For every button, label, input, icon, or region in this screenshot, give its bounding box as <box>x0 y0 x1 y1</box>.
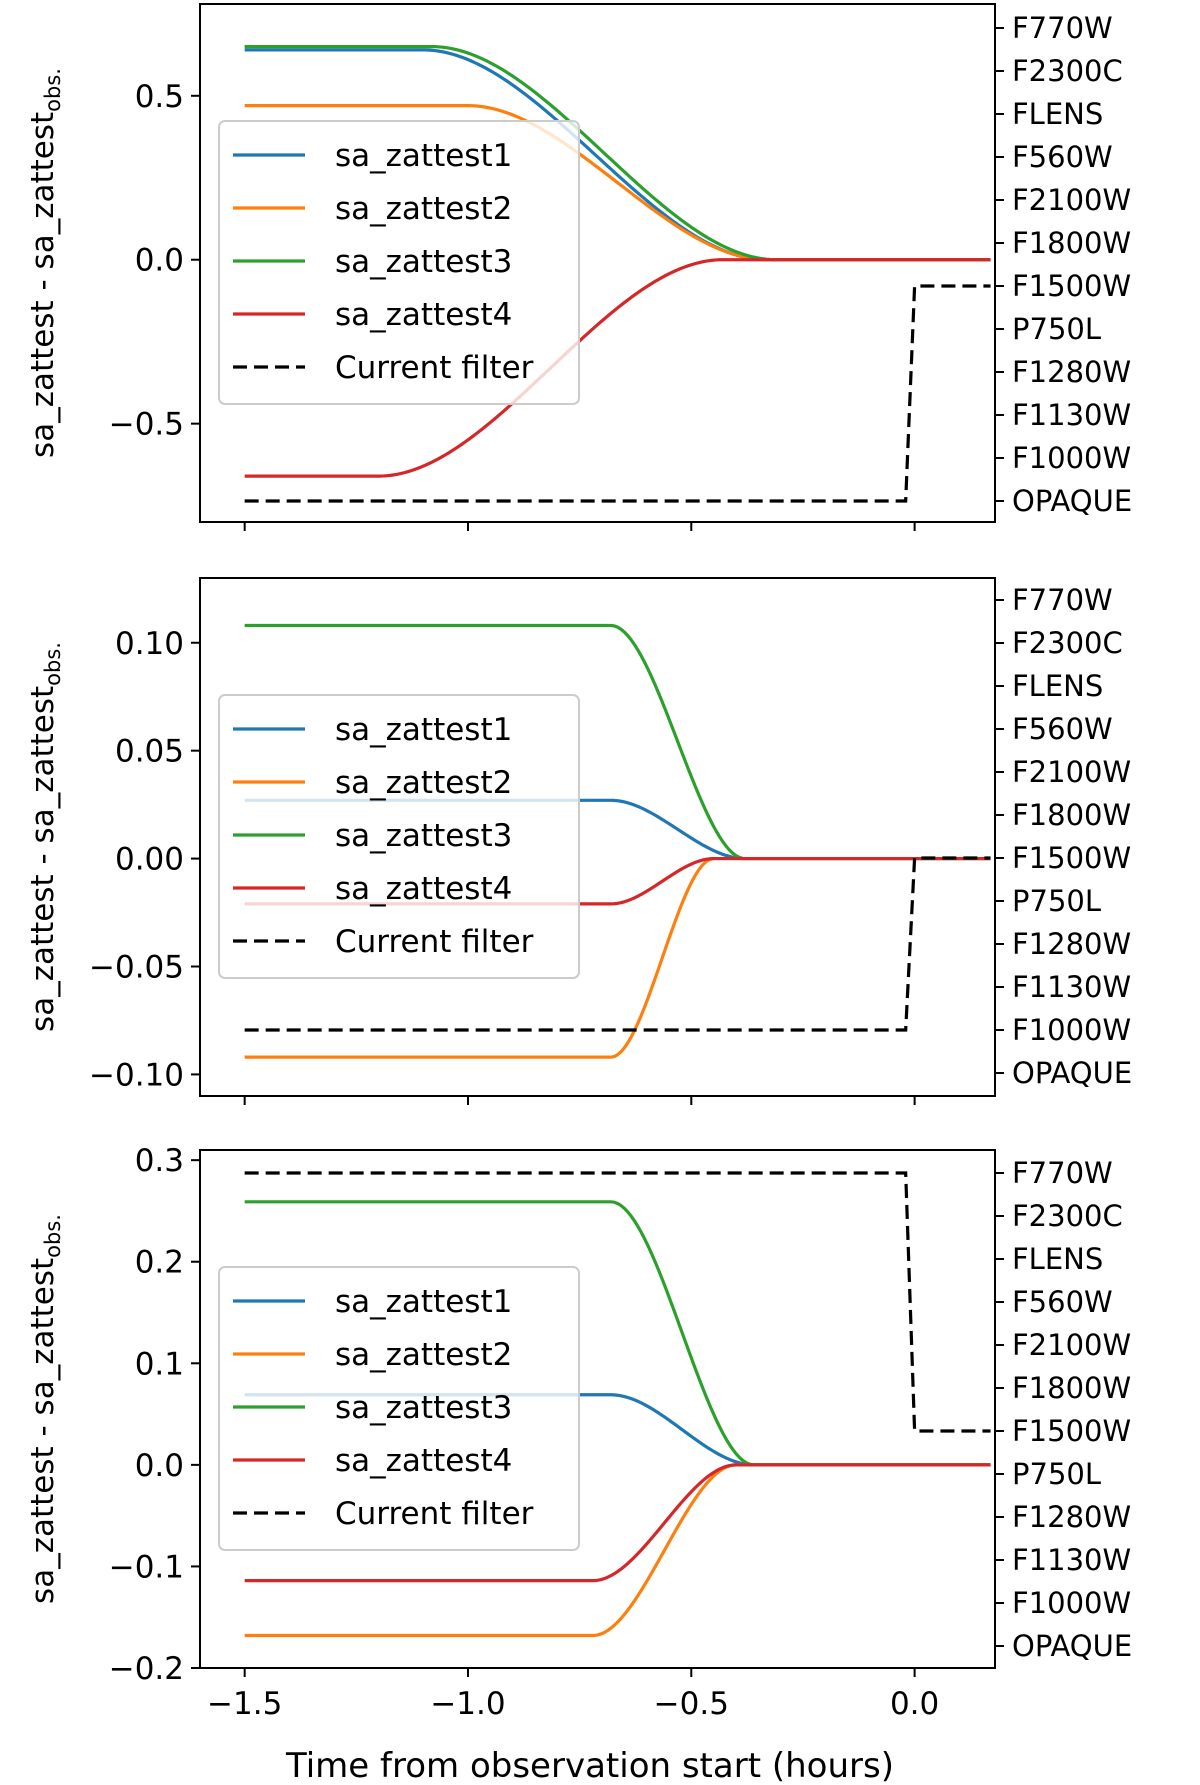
right-tick-label: F1130W <box>1012 970 1131 1004</box>
x-tick-label: −0.5 <box>654 1686 729 1722</box>
right-tick-label: F2100W <box>1012 1328 1131 1362</box>
y-axis-label: sa_zattest - sa_zattestobs. <box>25 642 65 1032</box>
right-tick-label: F1500W <box>1012 841 1131 875</box>
right-tick-label: OPAQUE <box>1012 1629 1132 1663</box>
right-tick-label: F2300C <box>1012 626 1123 660</box>
legend-label: sa_zattest3 <box>335 1390 512 1426</box>
right-tick-label: OPAQUE <box>1012 484 1132 518</box>
legend: sa_zattest1 sa_zattest2 sa_zattest3 sa_zatt… <box>218 1266 580 1551</box>
series-line-sa_zattest4 <box>244 1463 991 1583</box>
right-tick-label: F1280W <box>1012 1500 1131 1534</box>
y-tick-label: 0.0 <box>135 1448 184 1484</box>
legend-box <box>218 1266 580 1551</box>
legend-label: Current filter <box>335 350 534 386</box>
y-tick-label: −0.05 <box>89 950 184 986</box>
y-tick-label: 0.0 <box>135 243 184 279</box>
right-tick-label: F1000W <box>1012 441 1131 475</box>
y-axis-label-sub: obs. <box>41 642 65 686</box>
legend-label: sa_zattest4 <box>335 297 512 333</box>
legend-label: Current filter <box>335 924 534 960</box>
right-tick-label: F560W <box>1012 140 1113 174</box>
y-tick-label: 0.05 <box>115 734 184 770</box>
right-tick-label: F1130W <box>1012 398 1131 432</box>
x-tick-label: −1.0 <box>430 1686 505 1722</box>
legend-box <box>218 120 580 405</box>
legend-label: sa_zattest3 <box>335 818 512 854</box>
current-filter-line <box>244 1171 991 1433</box>
right-tick-label: F560W <box>1012 712 1113 746</box>
axes-frame <box>199 577 996 1097</box>
current-filter-line <box>244 284 991 503</box>
x-tick-label: −1.5 <box>207 1686 282 1722</box>
y-axis-label: sa_zattest - sa_zattestobs. <box>25 1214 65 1604</box>
right-tick-label: F770W <box>1012 11 1113 45</box>
legend-label: sa_zattest1 <box>335 1284 512 1320</box>
y-axis-label-main: sa_zattest - sa_zattest <box>25 686 61 1032</box>
right-tick-label: F1500W <box>1012 1414 1131 1448</box>
legend: sa_zattest1 sa_zattest2 sa_zattest3 sa_zatt… <box>218 694 580 979</box>
right-tick-label: F2300C <box>1012 1199 1123 1233</box>
current-filter-line <box>244 856 991 1032</box>
y-tick-label: 0.2 <box>135 1245 184 1281</box>
legend-label: sa_zattest3 <box>335 244 512 280</box>
y-axis-label-sub: obs. <box>41 1214 65 1258</box>
right-tick-label: F560W <box>1012 1285 1113 1319</box>
y-axis-label-main: sa_zattest - sa_zattest <box>25 1258 61 1604</box>
y-tick-label: −0.10 <box>89 1057 184 1093</box>
right-tick-label: F2300C <box>1012 54 1123 88</box>
y-axis-label-sub: obs. <box>41 68 65 112</box>
panel-2: 0.10 0.05 0.00 −0.05 −0.10 OPAQUE F1000W F1130W… <box>25 577 1132 1105</box>
y-tick-label: −0.5 <box>109 407 184 443</box>
right-tick-label: FLENS <box>1012 97 1103 131</box>
y-axis-label-main: sa_zattest - sa_zattest <box>25 112 61 458</box>
y-tick-label: 0.3 <box>135 1143 184 1179</box>
right-tick-label: F1130W <box>1012 1543 1131 1577</box>
right-tick-label: F770W <box>1012 583 1113 617</box>
y-tick-label: 0.1 <box>135 1346 184 1382</box>
right-tick-label: F1800W <box>1012 1371 1131 1405</box>
right-tick-label: F1280W <box>1012 927 1131 961</box>
y-tick-label: −0.2 <box>109 1651 184 1687</box>
series-line-sa_zattest4 <box>244 258 991 478</box>
right-tick-label: F770W <box>1012 1156 1113 1190</box>
right-tick-label: P750L <box>1012 312 1101 346</box>
axes-frame <box>199 3 996 523</box>
right-tick-label: P750L <box>1012 884 1101 918</box>
axes-frame <box>199 1149 996 1669</box>
right-tick-label: P750L <box>1012 1457 1101 1491</box>
legend-label: sa_zattest2 <box>335 1337 512 1373</box>
x-axis-label: Time from observation start (hours) <box>285 1746 894 1785</box>
legend-label: sa_zattest1 <box>335 712 512 748</box>
right-tick-label: F1800W <box>1012 226 1131 260</box>
legend-label: sa_zattest2 <box>335 765 512 801</box>
right-tick-label: OPAQUE <box>1012 1056 1132 1090</box>
legend: sa_zattest1 sa_zattest2 sa_zattest3 sa_zatt… <box>218 120 580 405</box>
legend-label: sa_zattest2 <box>335 191 512 227</box>
right-tick-label: F1500W <box>1012 269 1131 303</box>
legend-box <box>218 694 580 979</box>
right-tick-label: F2100W <box>1012 755 1131 789</box>
right-tick-label: F1000W <box>1012 1013 1131 1047</box>
right-tick-label: F1000W <box>1012 1586 1131 1620</box>
y-tick-label: 0.10 <box>115 626 184 662</box>
right-tick-label: FLENS <box>1012 669 1103 703</box>
legend-label: sa_zattest4 <box>335 1443 512 1479</box>
right-tick-label: FLENS <box>1012 1242 1103 1276</box>
x-tick-label: 0.0 <box>890 1686 939 1722</box>
y-axis-label: sa_zattest - sa_zattestobs. <box>25 68 65 458</box>
right-tick-label: F2100W <box>1012 183 1131 217</box>
y-tick-label: 0.5 <box>135 79 184 115</box>
right-tick-label: F1280W <box>1012 355 1131 389</box>
legend-label: Current filter <box>335 1496 534 1532</box>
y-tick-label: −0.1 <box>109 1549 184 1585</box>
legend-label: sa_zattest4 <box>335 871 512 907</box>
y-tick-label: 0.00 <box>115 842 184 878</box>
legend-label: sa_zattest1 <box>335 138 512 174</box>
panel-1: 0.5 0.0 −0.5 OPAQUE F1000W F1130W F1280W P750L F… <box>25 3 1132 531</box>
panel-3: 0.3 0.2 0.1 0.0 −0.1 −0.2 OPAQUE F1000W F1130W F1… <box>25 1143 1132 1722</box>
right-tick-label: F1800W <box>1012 798 1131 832</box>
